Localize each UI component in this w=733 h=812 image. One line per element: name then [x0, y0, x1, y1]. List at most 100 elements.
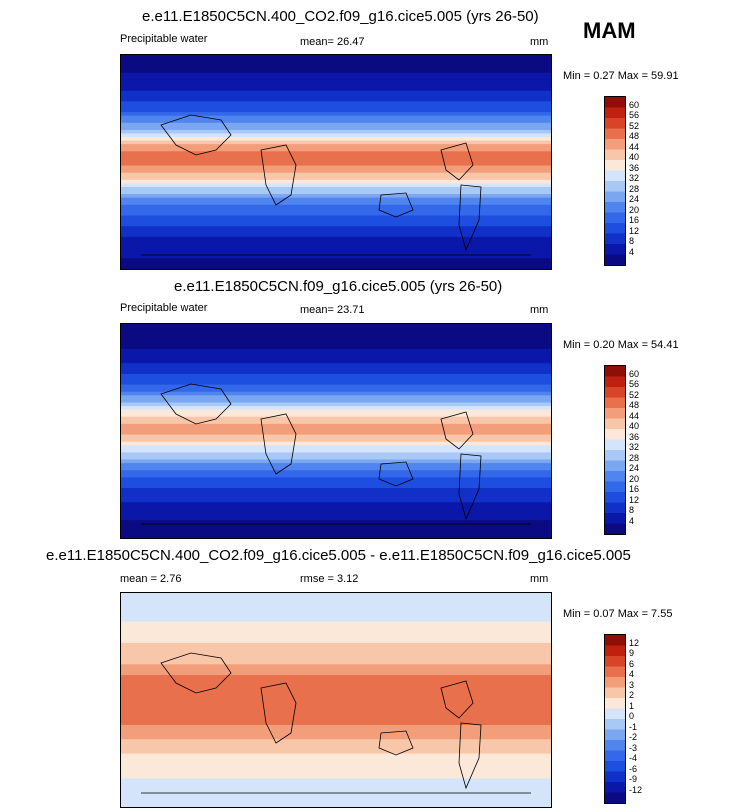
heatmap-band [121, 746, 551, 751]
coastline [440, 411, 474, 450]
cbar-tick: 4 [629, 669, 635, 679]
heatmap-band [121, 438, 551, 443]
heatmap-band [121, 183, 551, 188]
heatmap-band [121, 409, 551, 414]
heatmap-band [121, 416, 551, 421]
cbar-tick: -6 [629, 764, 638, 774]
colorbar-swatch [605, 387, 625, 398]
heatmap-band [121, 724, 551, 730]
heatmap-band [121, 62, 551, 67]
cbar-tick: -2 [629, 732, 638, 742]
heatmap-band [121, 58, 551, 63]
heatmap-band [121, 527, 551, 532]
coastline [260, 413, 297, 475]
heatmap-band [121, 505, 551, 511]
cbar-tick: 24 [629, 194, 640, 204]
heatmap-band [121, 381, 551, 386]
heatmap-band [121, 530, 551, 536]
cbar-tick: 56 [629, 379, 640, 389]
colorbar-swatch [605, 376, 625, 388]
heatmap-band [121, 764, 551, 769]
heatmap-band [121, 208, 551, 213]
cbar-tick: -9 [629, 774, 638, 784]
panel-2-mean: mean= 23.71 [300, 304, 365, 316]
colorbar-swatch [605, 719, 625, 730]
heatmap-band [121, 427, 551, 432]
coastline [458, 184, 482, 252]
heatmap-band [121, 657, 551, 662]
heatmap-band [121, 119, 551, 124]
heatmap-band [121, 495, 551, 500]
cbar-tick: 32 [629, 173, 640, 183]
panel-1-colorbar-svg [605, 97, 625, 265]
colorbar-swatch [605, 366, 625, 377]
heatmap-band [121, 753, 551, 758]
coastline [260, 144, 297, 206]
cbar-tick: 36 [629, 432, 640, 442]
heatmap-band [121, 251, 551, 256]
panel-2-minmax: Min = 0.20 Max = 54.41 [563, 339, 679, 351]
colorbar-swatch [605, 687, 625, 699]
panel-3-units: mm [530, 573, 549, 585]
heatmap-band [121, 703, 551, 708]
colorbar-swatch [605, 244, 625, 255]
heatmap-band [121, 628, 551, 633]
heatmap-band [121, 115, 551, 120]
colorbar-swatch [605, 160, 625, 171]
heatmap-band [121, 470, 551, 475]
heatmap-band [121, 778, 551, 783]
heatmap-band [121, 675, 551, 680]
heatmap-band [121, 162, 551, 167]
heatmap-band [121, 197, 551, 202]
heatmap-band [121, 384, 551, 389]
heatmap-band [121, 201, 551, 206]
heatmap-band [121, 129, 551, 135]
heatmap-band [121, 792, 551, 797]
heatmap-band [121, 689, 551, 694]
heatmap-band [121, 165, 551, 170]
heatmap-band [121, 671, 551, 676]
heatmap-band [121, 431, 551, 436]
heatmap-band [121, 441, 551, 446]
coastline [440, 680, 474, 719]
heatmap-band [121, 83, 551, 88]
heatmap-band [121, 219, 551, 224]
heatmap-band [121, 782, 551, 787]
heatmap-band [121, 87, 551, 92]
heatmap-band [121, 607, 551, 612]
heatmap-band [121, 491, 551, 496]
heatmap-band [121, 226, 551, 231]
heatmap-band [121, 211, 551, 217]
heatmap-band [121, 151, 551, 156]
cbar-tick: 28 [629, 184, 640, 194]
cbar-tick: 3 [629, 680, 635, 690]
cbar-tick: 52 [629, 390, 640, 400]
cbar-tick: 44 [629, 142, 640, 152]
colorbar-swatch [605, 471, 625, 482]
colorbar-swatch [605, 481, 625, 493]
colorbar-swatch [605, 97, 625, 108]
heatmap-band [121, 463, 551, 468]
heatmap-band [121, 254, 551, 259]
heatmap-band [121, 757, 551, 762]
panel-2-map-svg [121, 324, 551, 538]
colorbar-swatch [605, 782, 625, 793]
colorbar-swatch [605, 118, 625, 129]
colorbar-swatch [605, 202, 625, 213]
panel-2-units: mm [530, 304, 549, 316]
colorbar-swatch [605, 191, 625, 203]
cbar-tick: 20 [629, 474, 640, 484]
heatmap-band [121, 459, 551, 464]
heatmap-band [121, 122, 551, 127]
heatmap-band [121, 94, 551, 99]
panel-1-variable-label: Precipitable water [120, 33, 208, 45]
heatmap-band [121, 65, 551, 70]
heatmap-band [121, 204, 551, 209]
heatmap-band [121, 420, 551, 425]
heatmap-band [121, 710, 551, 715]
heatmap-band [121, 76, 551, 81]
heatmap-band [121, 642, 551, 648]
heatmap-band [121, 158, 551, 163]
cbar-tick: 12 [629, 495, 640, 505]
cbar-tick: 28 [629, 453, 640, 463]
